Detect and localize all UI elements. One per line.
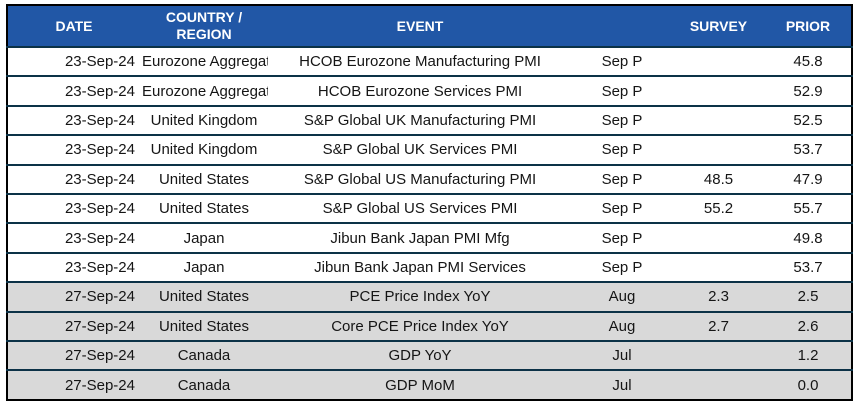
cell-survey: 48.5 <box>672 163 765 195</box>
cell-period: Aug <box>572 281 672 312</box>
cell-period: Sep P <box>601 53 643 71</box>
cell-prior: 1.2 <box>765 340 852 371</box>
cell-survey <box>672 47 765 76</box>
cell-event: Jibun Bank Japan PMI Mfg <box>268 222 572 253</box>
table-row: 23-Sep-24 Eurozone Aggregate HCOB Eurozo… <box>7 47 852 76</box>
cell-period: Sep P <box>572 134 672 165</box>
cell-prior: 47.9 <box>765 163 852 195</box>
cell-date: 27-Sep-24 <box>7 310 140 342</box>
cell-country: Canada <box>140 340 268 371</box>
cell-country: United States <box>140 193 268 224</box>
cell-date: 23-Sep-24 <box>7 104 140 136</box>
cell-period: Jul <box>572 340 672 371</box>
cell-survey: 2.7 <box>672 310 765 342</box>
cell-prior: 52.9 <box>765 75 852 106</box>
cell-event: S&P Global UK Services PMI <box>268 134 572 165</box>
cell-event: PCE Price Index YoY <box>268 281 572 312</box>
cell-survey <box>672 75 765 106</box>
cell-date: 23-Sep-24 <box>7 134 140 165</box>
cell-period: Sep P <box>572 251 672 283</box>
cell-survey <box>672 222 765 253</box>
cell-date: 27-Sep-24 <box>7 369 140 400</box>
cell-prior: 52.5 <box>765 104 852 136</box>
cell-event: S&P Global US Manufacturing PMI <box>268 163 572 195</box>
cell-survey <box>672 369 765 400</box>
cell-survey <box>672 134 765 165</box>
cell-prior: 53.7 <box>765 134 852 165</box>
table-row: 23-Sep-24 Eurozone Aggregate HCOB Eurozo… <box>7 75 852 106</box>
cell-prior: 49.8 <box>765 222 852 253</box>
table-row: 27-Sep-24 Canada GDP YoY Jul 1.2 <box>7 340 852 371</box>
cell-period: Sep P <box>572 193 672 224</box>
cell-period: Sep P <box>572 104 672 136</box>
cell-prior: 2.6 <box>765 310 852 342</box>
cell-country: Japan <box>140 222 268 253</box>
cell-prior: 45.8 <box>793 53 823 71</box>
column-header-prior: PRIOR <box>765 5 852 48</box>
cell-period: Sep P <box>572 163 672 195</box>
cell-date: 27-Sep-24 <box>7 281 140 312</box>
table-row: 23-Sep-24 Japan Jibun Bank Japan PMI Mfg… <box>7 222 852 253</box>
table-row: 23-Sep-24 United States S&P Global US Ma… <box>7 163 852 195</box>
cell-country: United States <box>140 281 268 312</box>
cell-event: S&P Global UK Manufacturing PMI <box>268 104 572 136</box>
cell-period: Jul <box>572 369 672 400</box>
cell-country: Canada <box>140 369 268 400</box>
cell-survey <box>672 340 765 371</box>
cell-date: 23-Sep-24 <box>64 53 135 71</box>
table-body: 23-Sep-24 Eurozone Aggregate HCOB Eurozo… <box>7 47 852 400</box>
column-header-event: EVENT <box>268 5 572 48</box>
cell-country: Eurozone Aggregate <box>140 75 268 106</box>
cell-event: HCOB Eurozone Services PMI <box>268 75 572 106</box>
cell-event: Jibun Bank Japan PMI Services <box>268 251 572 283</box>
cell-prior: 55.7 <box>765 193 852 224</box>
cell-survey: 55.2 <box>672 193 765 224</box>
cell-country: United Kingdom <box>140 104 268 136</box>
table-row: 27-Sep-24 United States Core PCE Price I… <box>7 310 852 342</box>
column-header-period <box>572 5 672 48</box>
cell-prior: 0.0 <box>765 369 852 400</box>
table-row: 27-Sep-24 United States PCE Price Index … <box>7 281 852 312</box>
cell-date: 23-Sep-24 <box>7 222 140 253</box>
cell-event: HCOB Eurozone Manufacturing PMI <box>299 53 541 71</box>
column-header-survey: SURVEY <box>672 5 765 48</box>
table-row: 23-Sep-24 United Kingdom S&P Global UK S… <box>7 134 852 165</box>
cell-date: 23-Sep-24 <box>7 75 140 106</box>
economic-calendar-table: DATE COUNTRY / REGION EVENT SURVEY PRIOR… <box>6 4 853 401</box>
cell-event: Core PCE Price Index YoY <box>268 310 572 342</box>
cell-country: Eurozone Aggregate <box>142 53 268 71</box>
cell-country: United Kingdom <box>140 134 268 165</box>
cell-event: GDP MoM <box>268 369 572 400</box>
table-row: 27-Sep-24 Canada GDP MoM Jul 0.0 <box>7 369 852 400</box>
table-header-row: DATE COUNTRY / REGION EVENT SURVEY PRIOR <box>7 5 852 48</box>
cell-country: Japan <box>140 251 268 283</box>
cell-country: United States <box>140 310 268 342</box>
cell-period: Aug <box>572 310 672 342</box>
cell-survey: 2.3 <box>672 281 765 312</box>
cell-event: S&P Global US Services PMI <box>268 193 572 224</box>
cell-period: Sep P <box>572 222 672 253</box>
cell-date: 23-Sep-24 <box>7 193 140 224</box>
cell-prior: 53.7 <box>765 251 852 283</box>
cell-survey <box>672 251 765 283</box>
column-header-country: COUNTRY / REGION <box>140 5 268 48</box>
table-row: 23-Sep-24 United Kingdom S&P Global UK M… <box>7 104 852 136</box>
cell-date: 27-Sep-24 <box>7 340 140 371</box>
cell-event: GDP YoY <box>268 340 572 371</box>
cell-country: United States <box>140 163 268 195</box>
table-row: 23-Sep-24 Japan Jibun Bank Japan PMI Ser… <box>7 251 852 283</box>
cell-survey <box>672 104 765 136</box>
cell-prior: 2.5 <box>765 281 852 312</box>
cell-date: 23-Sep-24 <box>7 163 140 195</box>
cell-date: 23-Sep-24 <box>7 251 140 283</box>
table-row: 23-Sep-24 United States S&P Global US Se… <box>7 193 852 224</box>
cell-period: Sep P <box>572 75 672 106</box>
column-header-date: DATE <box>7 5 140 48</box>
